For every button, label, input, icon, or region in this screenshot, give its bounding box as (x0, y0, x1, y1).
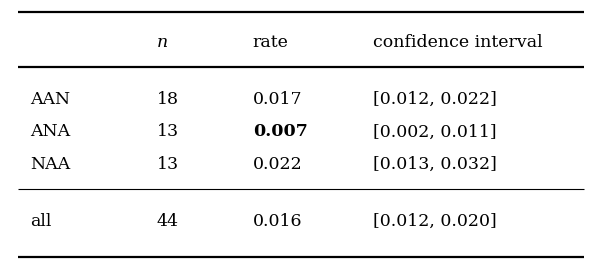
Text: 0.007: 0.007 (253, 123, 308, 140)
Text: 0.022: 0.022 (253, 156, 303, 173)
Text: 13: 13 (157, 156, 179, 173)
Text: [0.013, 0.032]: [0.013, 0.032] (373, 156, 497, 173)
Text: confidence interval: confidence interval (373, 34, 543, 51)
Text: ANA: ANA (30, 123, 70, 140)
Text: [0.012, 0.020]: [0.012, 0.020] (373, 213, 497, 230)
Text: 0.016: 0.016 (253, 213, 302, 230)
Text: AAN: AAN (30, 91, 70, 108)
Text: [0.002, 0.011]: [0.002, 0.011] (373, 123, 497, 140)
Text: 13: 13 (157, 123, 179, 140)
Text: 0.017: 0.017 (253, 91, 302, 108)
Text: 18: 18 (157, 91, 179, 108)
Text: 44: 44 (157, 213, 179, 230)
Text: NAA: NAA (30, 156, 70, 173)
Text: all: all (30, 213, 52, 230)
Text: rate: rate (253, 34, 289, 51)
Text: [0.012, 0.022]: [0.012, 0.022] (373, 91, 497, 108)
Text: n: n (157, 34, 168, 51)
